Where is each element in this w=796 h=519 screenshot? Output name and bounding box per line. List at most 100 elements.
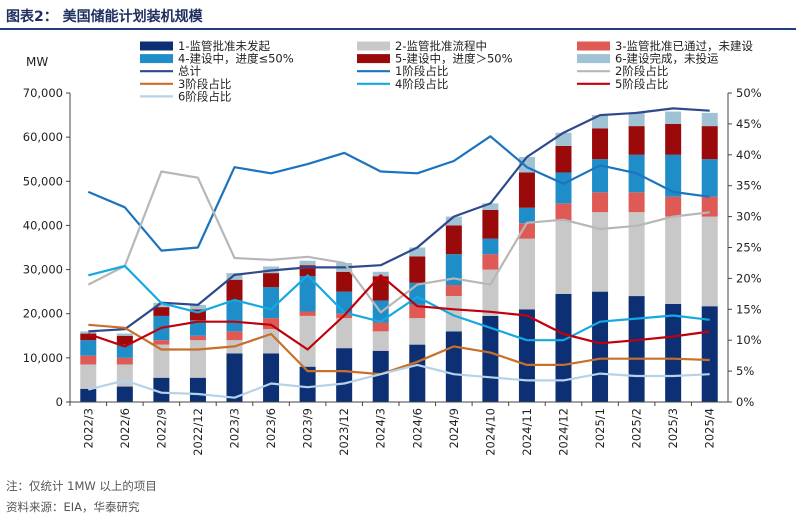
legend-label: 6阶段占比 <box>178 89 231 103</box>
bar-segment-stage2 <box>372 331 389 351</box>
legend-swatch <box>357 54 390 64</box>
x-tick-label: 2025/2 <box>630 408 644 448</box>
bar-segment-stage5 <box>153 307 170 316</box>
figure-title: 图表2： 美国储能计划装机规模 <box>6 9 203 25</box>
y2-tick-label: 40% <box>736 148 762 162</box>
legend-label: 3阶段占比 <box>178 77 231 91</box>
bar-segment-stage4 <box>226 300 243 332</box>
bar-segment-stage3 <box>299 311 316 316</box>
bar-segment-stage4 <box>482 238 499 255</box>
series-line-stage1-share <box>87 135 710 252</box>
x-tick-label: 2024/9 <box>447 408 461 448</box>
bar-segment-stage5 <box>592 128 609 160</box>
bar-segment-stage4 <box>80 340 97 356</box>
bar-segment-stage6 <box>445 216 462 226</box>
bar-segment-stage4 <box>445 254 462 286</box>
y2-tick-label: 0% <box>736 395 754 409</box>
legend-swatch <box>577 54 610 64</box>
legend-label: 1-监管批准未发起 <box>178 39 270 53</box>
bar-segment-stage4 <box>592 159 609 193</box>
bar-segment-stage3 <box>116 357 133 365</box>
bar-segment-stage1 <box>80 388 97 402</box>
bar-segment-stage4 <box>665 154 682 197</box>
bar-segment-stage5 <box>628 126 645 155</box>
bar-segment-stage5 <box>701 126 718 160</box>
bar-segment-stage2 <box>299 315 316 367</box>
bar-segment-stage6 <box>628 112 645 127</box>
x-tick-label: 2022/12 <box>191 408 205 456</box>
bar-segment-stage1 <box>592 291 609 402</box>
legend-label: 1阶段占比 <box>395 64 448 78</box>
bar-segment-stage6 <box>701 112 718 127</box>
bar-segment-stage1 <box>409 344 426 402</box>
bar-segment-stage5 <box>226 279 243 301</box>
bar-segment-stage2 <box>592 212 609 292</box>
bar-segment-stage1 <box>445 331 462 402</box>
bar-segment-stage1 <box>189 377 206 402</box>
line-series <box>87 107 710 399</box>
legend-label: 5-建设中，进度＞50% <box>395 52 513 66</box>
bar-segment-stage2 <box>409 318 426 345</box>
x-tick-label: 2025/1 <box>593 408 607 448</box>
bar-segment-stage2 <box>263 329 280 354</box>
bar-segment-stage6 <box>153 302 170 308</box>
bar-segment-stage2 <box>555 221 572 294</box>
title-rule <box>0 28 796 30</box>
bar-segment-stage1 <box>555 293 572 402</box>
bar-series <box>80 111 718 402</box>
bar-segment-stage2 <box>482 269 499 316</box>
series-line-stage6-share <box>88 363 710 399</box>
legend-swatch <box>140 41 173 51</box>
bar-segment-stage1 <box>372 350 389 402</box>
bar-segment-stage5 <box>336 271 353 292</box>
series-line-stage3-share <box>88 323 710 376</box>
storage-capacity-chart: 1-监管批准未发起 2-监管批准流程中 3-监管批准已通过，未建设 4-建设中，进度≤… <box>23 39 762 456</box>
bar-segment-stage6 <box>226 273 243 280</box>
x-tick-label: 2022/9 <box>154 408 168 448</box>
y-tick-label: 40,000 <box>23 218 63 232</box>
bar-segment-stage1 <box>263 353 280 402</box>
bar-segment-stage6 <box>299 260 316 266</box>
bar-segment-stage6 <box>409 247 426 257</box>
bar-segment-stage3 <box>372 322 389 332</box>
legend-label: 5阶段占比 <box>615 77 668 91</box>
bar-segment-stage1 <box>665 304 682 402</box>
series-line-stage5-share <box>87 274 710 351</box>
legend-label: 3-监管批准已通过，未建设 <box>615 39 753 53</box>
x-tick-label: 2023/9 <box>301 408 315 448</box>
bar-segment-stage6 <box>555 132 572 146</box>
bar-segment-stage6 <box>665 111 682 124</box>
y-tick-label: 50,000 <box>23 174 63 188</box>
bar-segment-stage6 <box>592 115 609 129</box>
bar-segment-stage3 <box>592 192 609 213</box>
x-tick-label: 2024/3 <box>374 408 388 448</box>
bar-segment-stage3 <box>628 192 645 213</box>
bar-segment-stage5 <box>482 209 499 239</box>
bar-segment-stage4 <box>116 344 133 358</box>
x-tick-label: 2024/12 <box>557 408 571 456</box>
y2-tick-label: 25% <box>736 241 762 255</box>
bar-segment-stage5 <box>372 276 389 301</box>
bar-segment-stage2 <box>80 364 97 389</box>
bar-segment-stage3 <box>409 304 426 319</box>
y2-tick-label: 10% <box>736 333 762 347</box>
axes: 0 10,000 20,000 30,000 40,000 50,000 60,000 70,… <box>23 86 762 456</box>
y-axis-unit-label: MW <box>26 55 48 69</box>
y-tick-label: 70,000 <box>23 86 63 100</box>
bar-segment-stage3 <box>665 196 682 217</box>
series-line-stage2-share <box>87 170 710 314</box>
bar-segment-stage5 <box>189 309 206 321</box>
bar-segment-stage4 <box>518 207 535 224</box>
x-tick-label: 2024/10 <box>483 408 497 456</box>
bar-segment-stage6 <box>372 271 389 277</box>
legend-label: 2-监管批准流程中 <box>395 39 487 53</box>
y2-tick-label: 50% <box>736 86 762 100</box>
bar-segment-stage4 <box>555 172 572 204</box>
bar-segment-stage3 <box>518 223 535 239</box>
legend-label: 4阶段占比 <box>395 77 448 91</box>
x-tick-label: 2025/3 <box>666 408 680 448</box>
y-tick-label: 10,000 <box>23 351 63 365</box>
x-tick-label: 2024/11 <box>520 408 534 456</box>
y2-tick-label: 30% <box>736 210 762 224</box>
bar-segment-stage5 <box>299 265 316 277</box>
